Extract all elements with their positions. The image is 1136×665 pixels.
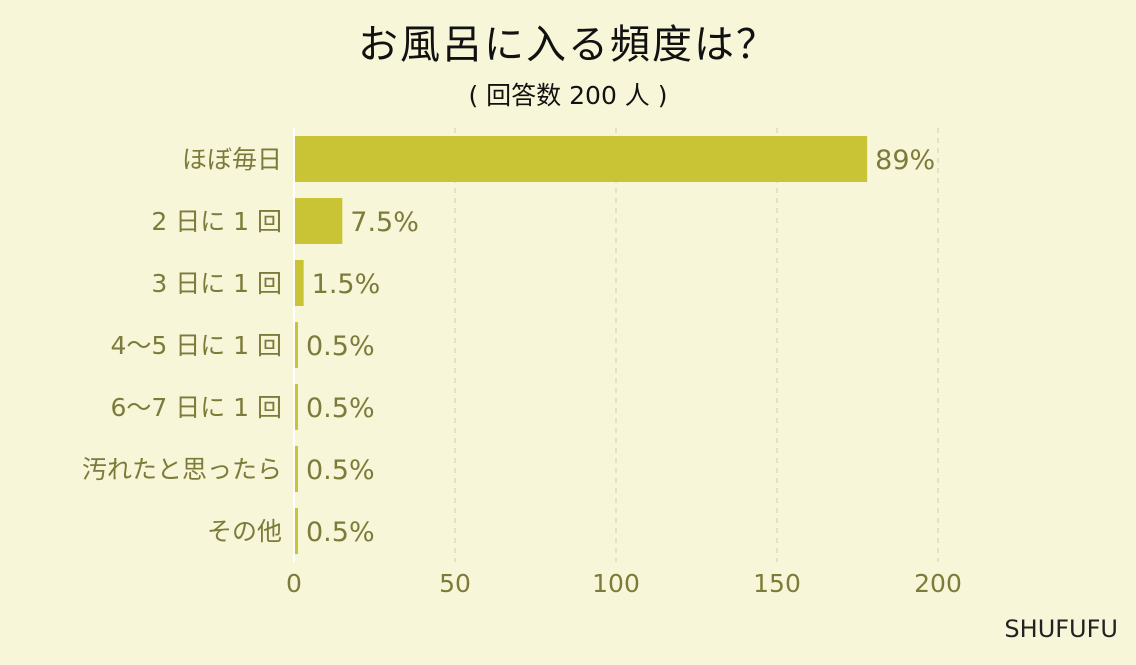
bar <box>294 384 298 430</box>
category-label: 6〜7 日に 1 回 <box>110 393 282 422</box>
chart-title: お風呂に入る頻度は？ <box>358 22 778 68</box>
category-label: 3 日に 1 回 <box>151 269 282 298</box>
value-label: 0.5% <box>306 517 375 548</box>
value-label: 0.5% <box>306 455 375 486</box>
bar <box>294 322 298 368</box>
category-label: その他 <box>207 517 282 546</box>
source-label: SHUFUFU <box>1004 615 1118 643</box>
bars <box>294 136 868 554</box>
x-tick-label: 200 <box>914 569 962 598</box>
bar <box>294 260 304 306</box>
x-tick-label: 100 <box>592 569 640 598</box>
value-label: 7.5% <box>350 207 419 238</box>
value-label: 1.5% <box>312 269 381 300</box>
bar <box>294 446 298 492</box>
chart-subtitle: ( 回答数 200 人 ) <box>468 81 668 110</box>
x-tick-label: 50 <box>439 569 471 598</box>
value-label: 0.5% <box>306 393 375 424</box>
bar <box>294 198 343 244</box>
labels: 0 50 100 150 200 ほぼ毎日 89% 2 日に 1 回 7.5% 3 日に 1 回 1… <box>82 145 962 598</box>
x-tick-label: 150 <box>753 569 801 598</box>
value-label: 89% <box>875 145 935 176</box>
category-label: 2 日に 1 回 <box>151 207 282 236</box>
x-tick-label: 0 <box>286 569 302 598</box>
gridlines <box>454 128 939 562</box>
category-label: ほぼ毎日 <box>182 145 282 174</box>
category-label: 4〜5 日に 1 回 <box>110 331 282 360</box>
category-label: 汚れたと思ったら <box>82 455 282 484</box>
bar <box>294 136 868 182</box>
bar <box>294 508 298 554</box>
value-label: 0.5% <box>306 331 375 362</box>
